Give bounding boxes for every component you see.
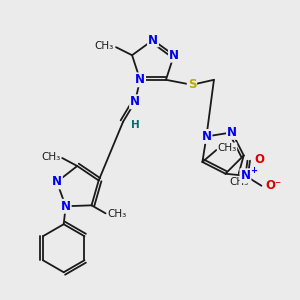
- Text: N: N: [135, 73, 145, 86]
- Text: N: N: [201, 130, 212, 143]
- Text: CH₃: CH₃: [218, 143, 237, 153]
- Text: N: N: [227, 126, 237, 139]
- Text: N: N: [169, 49, 179, 62]
- Text: N: N: [61, 200, 71, 213]
- Text: O: O: [254, 153, 264, 166]
- Text: S: S: [188, 78, 196, 91]
- Text: N: N: [52, 176, 62, 188]
- Text: CH₃: CH₃: [107, 209, 127, 219]
- Text: CH₃: CH₃: [95, 41, 114, 51]
- Text: +: +: [250, 166, 257, 175]
- Text: N: N: [148, 34, 158, 46]
- Text: O⁻: O⁻: [266, 179, 282, 192]
- Text: N: N: [130, 95, 140, 108]
- Text: N: N: [240, 169, 250, 182]
- Text: H: H: [131, 120, 140, 130]
- Text: CH₃: CH₃: [229, 177, 248, 188]
- Text: CH₃: CH₃: [41, 152, 60, 162]
